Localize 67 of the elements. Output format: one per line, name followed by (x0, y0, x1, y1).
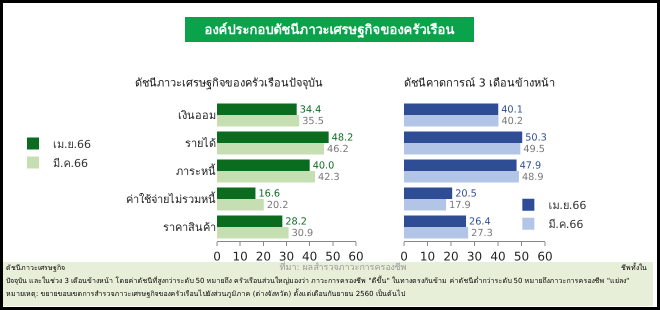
bar (404, 188, 452, 199)
data-label: 17.9 (449, 200, 471, 211)
bar (217, 115, 300, 126)
bar (404, 132, 522, 143)
bar (217, 199, 264, 210)
x-tick-label: 40 (490, 249, 506, 264)
bar (404, 216, 466, 227)
data-label: 40.2 (501, 116, 524, 127)
legend-label: เม.ย.66 (53, 138, 91, 151)
bar (404, 227, 468, 238)
bar (217, 160, 310, 171)
legend-label: มี.ค.66 (53, 156, 88, 170)
data-label: 50.3 (525, 132, 547, 144)
data-label: 48.9 (522, 172, 544, 183)
x-tick-label: 60 (537, 249, 553, 264)
bar (404, 143, 520, 154)
data-label: 40.0 (312, 160, 334, 172)
bar (217, 188, 256, 199)
data-label: 20.5 (455, 188, 477, 200)
bar (217, 216, 282, 227)
bar (217, 132, 329, 143)
bar (217, 104, 297, 115)
data-label: 40.1 (501, 104, 523, 116)
text: ที่มา: ผลสำรวจภาวะการครองชีพ (280, 262, 406, 275)
y-tick-label: เงินออม (178, 108, 216, 122)
chart-subtitle: ดัชนีภาวะเศรษฐกิจของครัวเรือนปัจจุบัน (135, 76, 324, 90)
data-label: 46.2 (327, 144, 349, 155)
data-label: 47.9 (520, 160, 542, 172)
x-tick-label: 20 (443, 249, 459, 264)
y-tick-label: ราคาสินค้า (163, 220, 216, 234)
data-label: 34.4 (300, 104, 322, 116)
chart-title: ดัชนีคาดการณ์ 3 เดือนข้างหน้า (404, 76, 556, 90)
data-label: 20.2 (266, 200, 288, 211)
y-tick-label: ค่าใช้จ่ายไม่รวมหนี้ (126, 190, 216, 206)
x-tick-label: 10 (420, 249, 436, 264)
bar (217, 171, 315, 182)
x-tick-label: 10 (232, 249, 248, 264)
bar (404, 171, 519, 182)
data-label: 48.2 (332, 132, 354, 144)
bar (404, 160, 517, 171)
chart-title: องค์ประกอบดัชนีภาวะเศรษฐกิจของครัวเรือน (185, 17, 474, 42)
x-tick-label: 60 (348, 249, 364, 264)
y-tick-label: ภาระหนี้ (176, 162, 216, 178)
x-tick-label: 20 (256, 249, 271, 264)
x-tick-label: 30 (278, 249, 294, 264)
x-tick-label: 50 (325, 249, 340, 264)
x-tick-label: 40 (302, 249, 318, 264)
data-label: 16.6 (258, 188, 280, 200)
bar (404, 199, 446, 210)
x-tick-label: 0 (400, 249, 408, 264)
data-label: 28.2 (285, 216, 307, 228)
data-label: 42.3 (318, 172, 340, 183)
data-label: 26.4 (469, 216, 491, 228)
data-label: 49.5 (523, 144, 545, 155)
bar (404, 104, 498, 115)
legend-label: มี.ค.66 (548, 218, 584, 231)
data-label: 30.9 (292, 228, 314, 239)
bar (217, 143, 324, 154)
data-label: 35.5 (302, 116, 324, 127)
x-tick-label: 50 (514, 249, 530, 264)
data-label: 27.3 (471, 228, 493, 239)
bar (217, 227, 289, 238)
x-tick-label: 0 (213, 249, 221, 264)
y-tick-label: รายได้ (185, 136, 216, 150)
x-tick-label: 30 (466, 249, 482, 264)
bar (404, 115, 498, 126)
legend-label: เม.ย.66 (548, 198, 586, 212)
